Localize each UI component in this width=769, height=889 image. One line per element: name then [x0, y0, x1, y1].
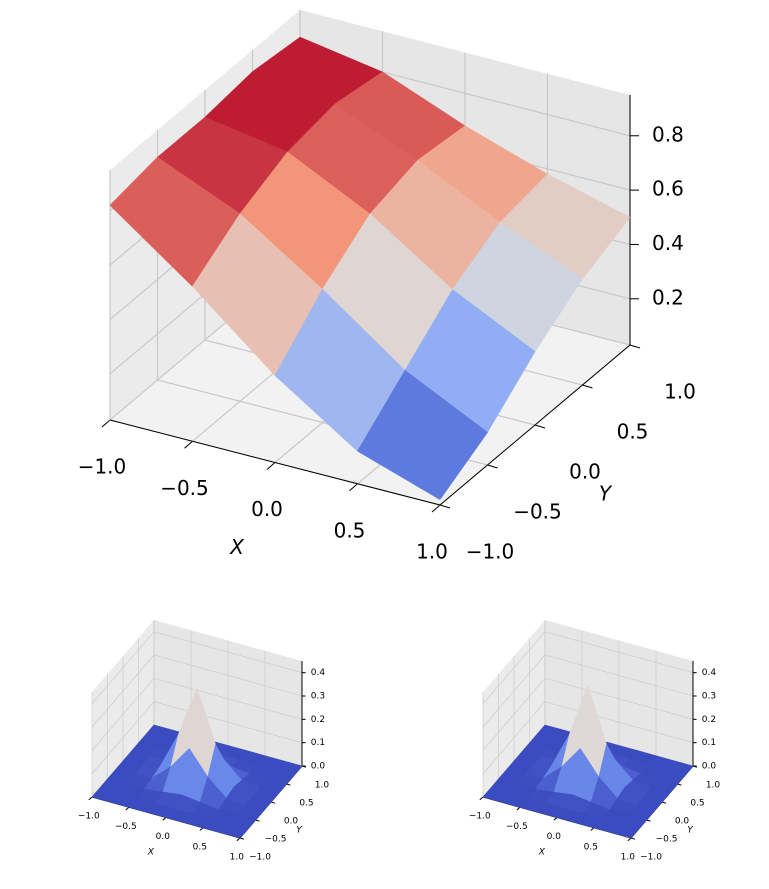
grid-line	[91, 654, 303, 728]
x-tick-label: 0.5	[334, 518, 366, 542]
x-tick-label: 1.0	[416, 540, 448, 564]
x-tick-label: −1.0	[469, 812, 491, 822]
y-tick-label: −0.5	[265, 835, 287, 845]
grid-line	[482, 701, 694, 774]
z-tick-label: 0.2	[311, 715, 325, 725]
plot-3d: −1.0−0.50.00.51.0 −1.0−0.50.00.51.00.00.1…	[78, 620, 330, 863]
x-tick-label: −0.5	[115, 822, 137, 832]
x-tick	[553, 817, 558, 821]
y-tick-label: −0.5	[656, 835, 678, 845]
x-tick	[349, 483, 358, 492]
x-tick	[184, 440, 193, 449]
x-tick	[125, 806, 130, 811]
x-tick-label: 1.0	[621, 853, 636, 863]
x-tick-label: −0.5	[160, 476, 209, 500]
y-axis-label: Y	[296, 826, 303, 836]
y-axis-label: Y	[687, 826, 694, 836]
y-tick	[286, 783, 291, 786]
y-tick	[534, 424, 546, 429]
z-tick-label: 0.4	[702, 668, 717, 678]
grid-line	[482, 677, 694, 751]
z-tick-label: 0.3	[702, 692, 716, 702]
x-tick	[101, 419, 111, 428]
grid-line	[91, 677, 303, 751]
x-tick	[516, 806, 521, 811]
x-axis-label: X	[147, 847, 155, 857]
z-tick-label: 0.2	[702, 715, 716, 725]
x-tick	[266, 462, 276, 470]
z-tick-label: 0.6	[652, 177, 684, 201]
y-tick	[270, 801, 276, 804]
grid-line	[482, 631, 694, 704]
grid-line	[91, 701, 303, 774]
z-tick-label: 0.8	[652, 122, 684, 146]
y-axis-label: Y	[599, 482, 613, 506]
grid-line	[482, 654, 694, 728]
y-tick	[677, 783, 682, 786]
z-tick-label: 0.4	[311, 668, 326, 678]
y-tick-label: −1.0	[640, 853, 662, 863]
z-tick-label: 0.0	[311, 762, 326, 772]
surface-patch	[357, 370, 488, 500]
plot-3d: −1.0−0.50.00.51.0 −1.0−0.50.00.51.00.00.1…	[469, 620, 721, 863]
plot-3d: −1.0 −0.5 0.0 0.5 1.0 −1.0 −0.5 0.0 0.5 1.0 0.2 0.4…	[78, 10, 696, 564]
z-tick-label: 0.1	[702, 738, 716, 748]
x-tick	[627, 837, 632, 842]
y-tick	[630, 837, 636, 840]
y-tick-label: −1.0	[466, 540, 515, 564]
y-tick	[646, 819, 651, 822]
y-tick	[582, 384, 593, 389]
y-tick-label: 0.0	[284, 817, 299, 827]
x-tick-label: 0.0	[547, 832, 562, 842]
x-tick-label: −1.0	[78, 455, 127, 479]
z-tick-label: 0.2	[652, 285, 684, 309]
y-tick-label: −0.5	[513, 500, 562, 524]
y-tick	[629, 344, 641, 349]
y-tick	[239, 837, 245, 840]
x-tick-label: 1.0	[230, 853, 245, 863]
y-tick-label: 0.0	[569, 460, 601, 484]
x-axis-label: X	[229, 535, 245, 559]
x-tick-label: 0.0	[156, 832, 171, 842]
x-axis	[109, 419, 441, 506]
x-tick-label: 0.5	[584, 842, 598, 852]
y-tick-label: 0.0	[675, 817, 690, 827]
x-tick	[162, 817, 167, 821]
y-tick-label: 1.0	[664, 380, 696, 404]
y-tick	[255, 819, 260, 822]
x-tick	[199, 827, 204, 831]
surface-patch	[612, 823, 640, 839]
y-tick	[661, 801, 667, 804]
x-tick-label: 0.0	[251, 497, 283, 521]
z-tick-label: 0.3	[311, 692, 325, 702]
x-axis-label: X	[538, 847, 546, 857]
y-tick	[439, 504, 451, 509]
x-tick	[590, 827, 595, 831]
grid-line	[91, 631, 303, 704]
z-tick-label: 0.4	[652, 231, 684, 255]
x-tick	[479, 796, 484, 801]
y-tick-label: 0.5	[690, 799, 704, 809]
x-tick	[88, 796, 93, 801]
y-tick-label: 1.0	[315, 781, 330, 791]
x-tick	[236, 837, 241, 842]
surface-patch	[221, 823, 249, 839]
x-tick-label: −1.0	[78, 812, 100, 822]
x-tick-label: −0.5	[506, 822, 528, 832]
y-tick	[487, 464, 498, 469]
z-tick-label: 0.1	[311, 738, 325, 748]
y-axis	[439, 344, 631, 506]
y-tick-label: 0.5	[299, 799, 313, 809]
x-tick-label: 0.5	[193, 842, 207, 852]
y-tick-label: 0.5	[617, 420, 649, 444]
x-tick	[431, 504, 441, 513]
y-tick-label: 1.0	[706, 781, 721, 791]
y-tick-label: −1.0	[249, 853, 271, 863]
z-tick-label: 0.0	[702, 762, 717, 772]
